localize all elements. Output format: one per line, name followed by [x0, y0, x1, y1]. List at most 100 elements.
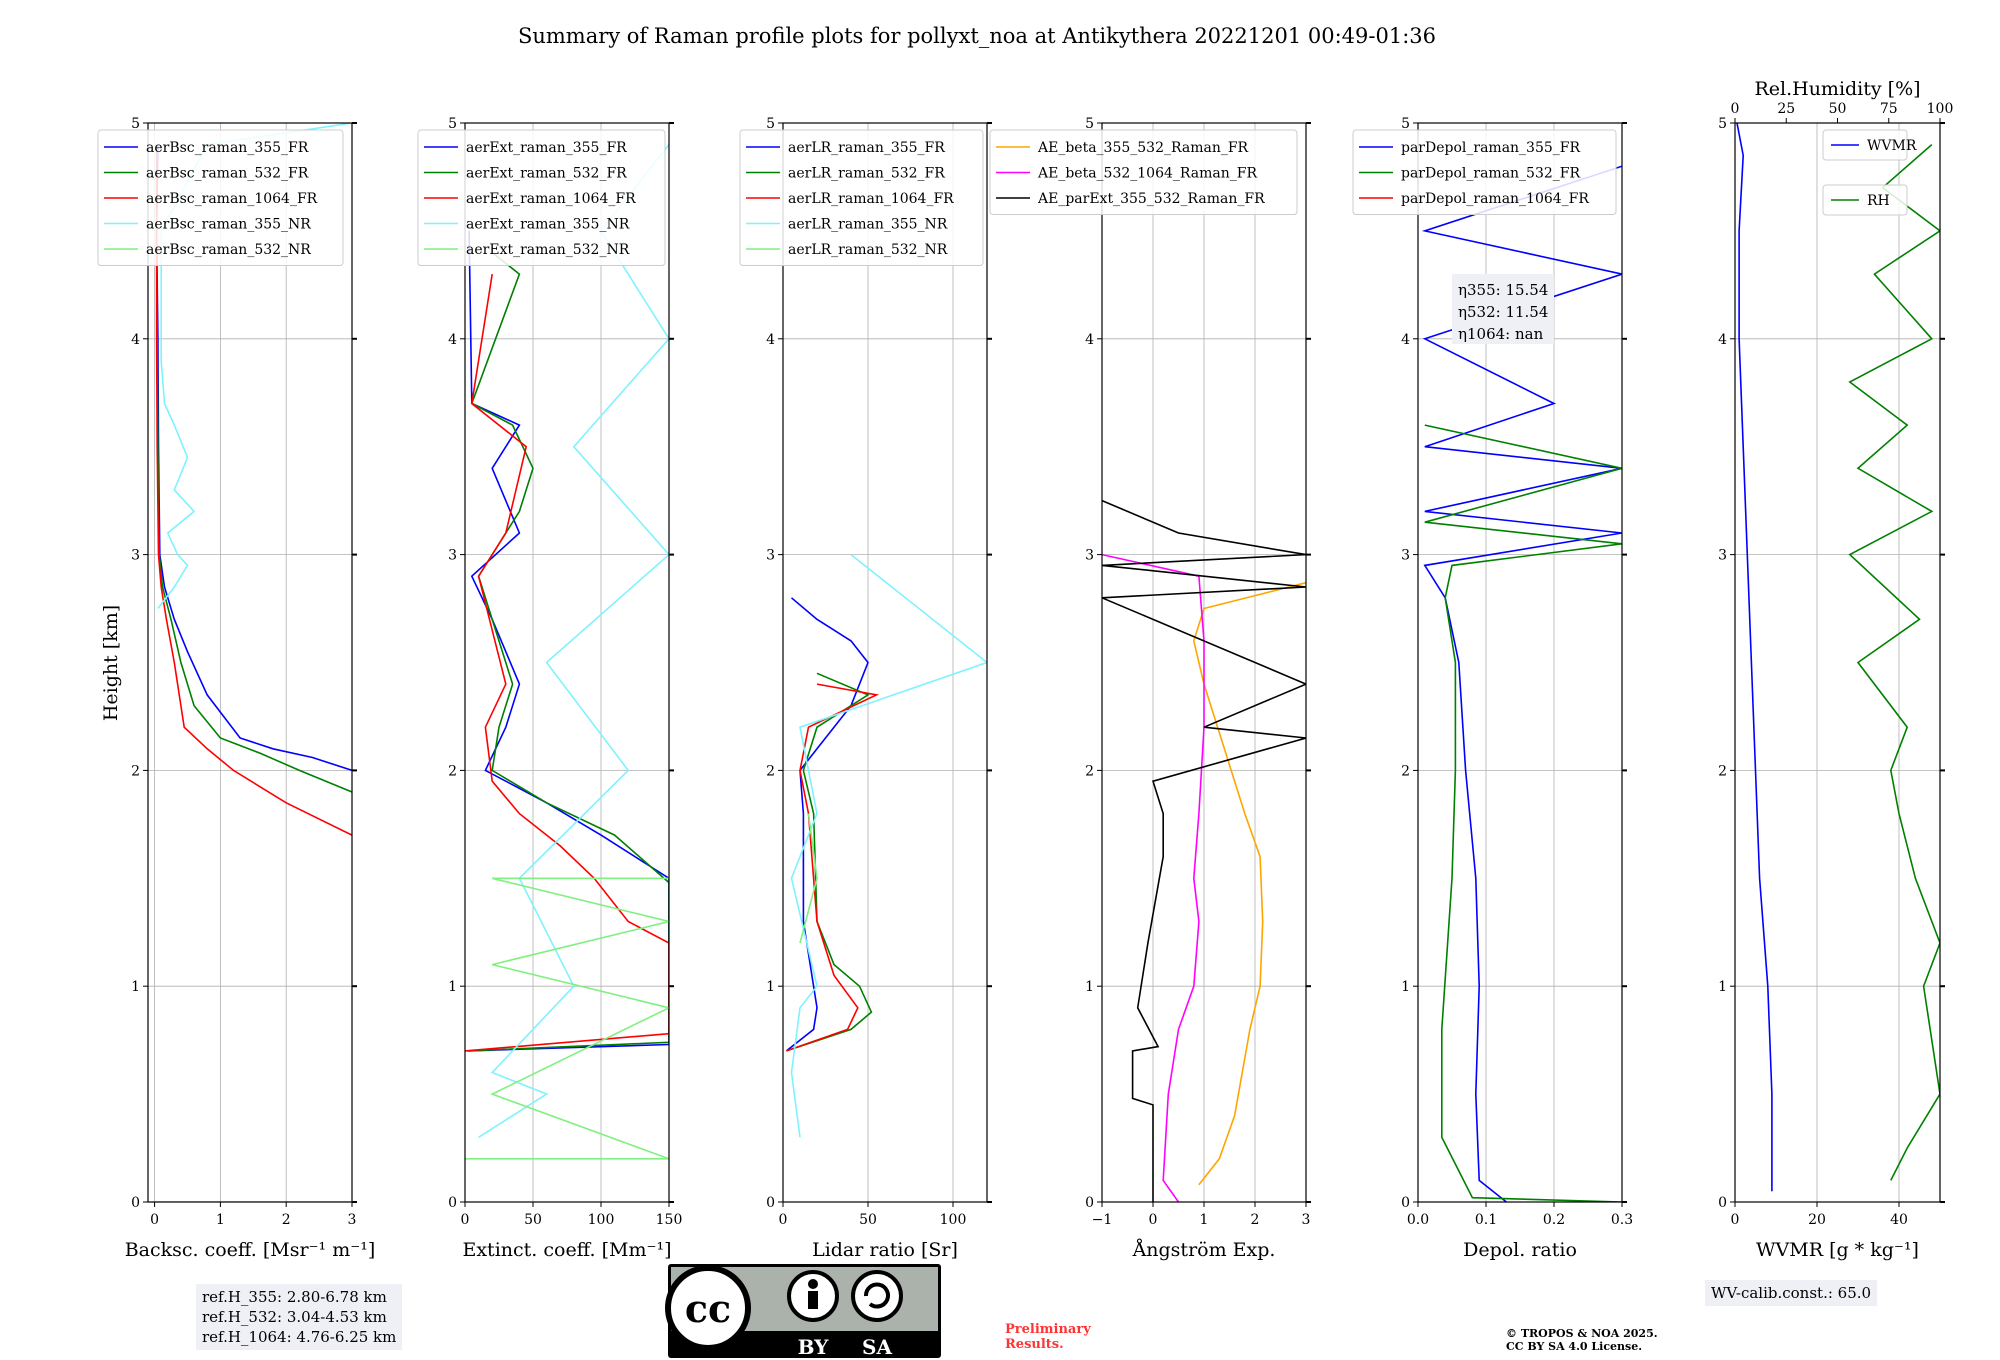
legend-label-WVMR: WVMR: [1867, 138, 1917, 154]
legend-label-AE_beta_355_532_Raman_FR: AE_beta_355_532_Raman_FR: [1037, 140, 1249, 156]
bsc-xtick-label: 2: [282, 1212, 291, 1228]
ref-height-1064: ref.H_1064: 4.76-6.25 km: [202, 1328, 397, 1346]
legend-label-aerExt_raman_355_FR: aerExt_raman_355_FR: [466, 140, 627, 156]
legend-label-AE_beta_532_1064_Raman_FR: AE_beta_532_1064_Raman_FR: [1037, 166, 1257, 182]
wv-legend: WVMR RH: [1822, 129, 1917, 216]
lr-xlabel: Lidar ratio [Sr]: [812, 1239, 958, 1261]
ext-xlabel: Extinct. coeff. [Mm⁻¹]: [462, 1239, 671, 1261]
bsc-xtick-label: 1: [216, 1212, 225, 1228]
copyright-line-1: © TROPOS & NOA 2025.: [1506, 1327, 1658, 1340]
preliminary-note: Preliminary Results.: [1005, 1322, 1091, 1352]
legend-label-aerExt_raman_532_FR: aerExt_raman_532_FR: [466, 166, 627, 182]
ae-ytick-label: 4: [1085, 332, 1094, 348]
lr-ytick-label: 3: [766, 548, 775, 564]
legend-label-aerBsc_raman_532_NR: aerBsc_raman_532_NR: [146, 242, 311, 258]
ae-ytick-label: 3: [1085, 548, 1094, 564]
depol-ytick-label: 3: [1401, 548, 1410, 564]
ext-xtick-label: 0: [461, 1212, 470, 1228]
person-body: [808, 1291, 818, 1309]
ref-height-355: ref.H_355: 2.80-6.78 km: [202, 1288, 387, 1306]
ae-ytick-label: 2: [1085, 763, 1094, 779]
copyright-line-2: CC BY SA 4.0 License.: [1506, 1340, 1643, 1353]
series-RH: [1848, 143, 1940, 1181]
wv-ytick-label: 4: [1718, 332, 1727, 348]
ext-ytick-label: 0: [448, 1195, 457, 1211]
person-head: [808, 1279, 818, 1289]
lr-axes-frame: [782, 122, 988, 1203]
bsc-ytick-label: 3: [131, 548, 140, 564]
ext-legend: aerExt_raman_355_FR aerExt_raman_532_FRae…: [417, 129, 666, 266]
series-aerExt_raman_355_FR: [467, 230, 669, 1052]
series-aerBsc_raman_1064_FR: [155, 144, 352, 836]
legend-label-aerLR_raman_1064_FR: aerLR_raman_1064_FR: [788, 191, 954, 207]
lr-legend-box: [739, 129, 984, 266]
legend-label-aerLR_raman_355_FR: aerLR_raman_355_FR: [788, 140, 945, 156]
series-parDepol_raman_532_FR: [1424, 424, 1622, 1202]
legend-label-parDepol_raman_532_FR: parDepol_raman_532_FR: [1401, 166, 1580, 182]
depol-ytick-label: 4: [1401, 332, 1410, 348]
wv-ytick-label: 1: [1718, 979, 1727, 995]
ae-xtick-label: −1: [1092, 1212, 1113, 1228]
depol-xtick-label: 0.1: [1475, 1212, 1497, 1228]
bsc-ytick-label: 2: [131, 763, 140, 779]
ext-legend-box: [417, 129, 666, 266]
depol-legend: parDepol_raman_355_FR parDepol_raman_532_…: [1352, 129, 1617, 215]
legend-label-aerLR_raman_532_FR: aerLR_raman_532_FR: [788, 166, 945, 182]
lr-xtick-label: 0: [779, 1212, 788, 1228]
wv-ytick-label: 2: [1718, 763, 1727, 779]
legend-label-aerBsc_raman_355_FR: aerBsc_raman_355_FR: [146, 140, 309, 156]
bsc-ytick-label: 4: [131, 332, 140, 348]
panel-ext: 0 50 100 150 0 1 2 3 4 5 Extinct. coeff. [Mm⁻¹] aer…: [417, 116, 682, 1261]
wv-top-xtick-label: 75: [1880, 101, 1898, 117]
preliminary-line-1: Preliminary: [1005, 1322, 1091, 1337]
preliminary-line-2: Results.: [1005, 1337, 1064, 1352]
wv-xlabel: WVMR [g * kg⁻¹]: [1756, 1239, 1919, 1261]
series-AE_beta_532_1064_Raman_FR: [1102, 553, 1205, 1202]
lr-ytick-label: 4: [766, 332, 775, 348]
depol-xlabel: Depol. ratio: [1463, 1239, 1577, 1261]
wv-ytick-label: 5: [1718, 116, 1727, 132]
depol-legend-box: [1352, 129, 1617, 215]
wv-top-xtick-label: 50: [1829, 101, 1847, 117]
wv-ytick-label: 0: [1718, 1195, 1727, 1211]
depol-axes-frame: [1417, 122, 1623, 1203]
depol-ytick-label: 5: [1401, 116, 1410, 132]
lr-xtick-label: 100: [940, 1212, 967, 1228]
legend-label-RH: RH: [1867, 193, 1890, 209]
bsc-ytick-label: 5: [131, 116, 140, 132]
panel-lr: 0 50 100 0 1 2 3 4 5 Lidar ratio [Sr] aerLR_raman_…: [739, 116, 992, 1261]
ae-legend-box: [989, 129, 1298, 215]
depol-eta-annotation: η355: 15.54 η532: 11.54 η1064: nan: [1452, 274, 1554, 344]
ae-xlabel: Ångström Exp.: [1132, 1239, 1276, 1261]
series-aerLR_raman_355_NR: [790, 553, 987, 1138]
depol-xtick-label: 0.2: [1543, 1212, 1565, 1228]
legend-label-aerBsc_raman_1064_FR: aerBsc_raman_1064_FR: [146, 191, 318, 207]
badge-sa-text: SA: [862, 1335, 892, 1359]
reference-heights-box: ref.H_355: 2.80-6.78 km ref.H_532: 3.04-…: [196, 1284, 403, 1350]
ae-xtick-label: 2: [1251, 1212, 1260, 1228]
depol-ytick-label: 2: [1401, 763, 1410, 779]
wv-top-xtick-label: 0: [1731, 101, 1740, 117]
bsc-legend-box: [97, 129, 344, 266]
bsc-ytick-label: 1: [131, 979, 140, 995]
lr-legend: aerLR_raman_355_FR aerLR_raman_532_FR aerL…: [739, 129, 984, 266]
ae-ytick-label: 0: [1085, 1195, 1094, 1211]
wv-xtick-label: 20: [1808, 1212, 1826, 1228]
ext-ytick-label: 3: [448, 548, 457, 564]
lr-ytick-label: 0: [766, 1195, 775, 1211]
cc-license-badge: cc BY SA: [665, 1264, 941, 1359]
bsc-axes-frame: [147, 122, 353, 1203]
ref-height-532: ref.H_532: 3.04-4.53 km: [202, 1308, 387, 1326]
ae-xtick-label: 1: [1200, 1212, 1209, 1228]
panel-bsc: 0 1 2 3 0 1 2 3 4 5 Backsc. coeff. [Msr⁻¹ m⁻¹] Heig…: [97, 116, 375, 1261]
wv-calibration-box: WV-calib.const.: 65.0: [1705, 1280, 1878, 1306]
legend-label-AE_parExt_355_532_Raman_FR: AE_parExt_355_532_Raman_FR: [1037, 191, 1265, 207]
ae-xtick-label: 3: [1302, 1212, 1311, 1228]
legend-label-aerBsc_raman_532_FR: aerBsc_raman_532_FR: [146, 166, 309, 182]
legend-label-parDepol_raman_355_FR: parDepol_raman_355_FR: [1401, 140, 1580, 156]
cc-logo-text: cc: [685, 1286, 731, 1331]
wv-xtick-label: 40: [1890, 1212, 1908, 1228]
legend-label-aerExt_raman_532_NR: aerExt_raman_532_NR: [466, 242, 630, 258]
